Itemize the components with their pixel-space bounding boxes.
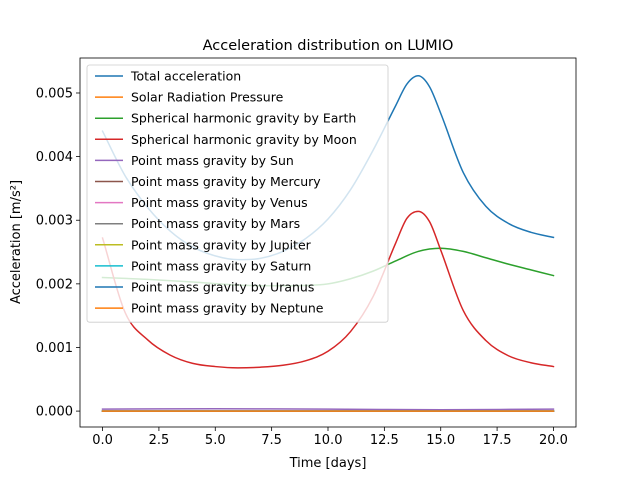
legend-box bbox=[86, 64, 389, 323]
legend-label: Point mass gravity by Neptune bbox=[131, 301, 324, 316]
chart-title: Acceleration distribution on LUMIO bbox=[203, 38, 454, 54]
x-tick-label: 15.0 bbox=[426, 433, 455, 448]
x-tick-label: 2.5 bbox=[149, 433, 170, 448]
x-tick-label: 17.5 bbox=[483, 433, 512, 448]
x-tick-label: 0.0 bbox=[92, 433, 113, 448]
y-axis-label: Acceleration [m/s²] bbox=[9, 180, 24, 304]
x-axis-label: Time [days] bbox=[289, 456, 367, 471]
legend-label: Total acceleration bbox=[130, 69, 241, 84]
x-tick-label: 20.0 bbox=[539, 433, 568, 448]
y-tick-label: 0.000 bbox=[36, 405, 73, 420]
legend-label: Point mass gravity by Sun bbox=[131, 153, 294, 168]
x-tick-label: 12.5 bbox=[370, 433, 399, 448]
x-tick-label: 10.0 bbox=[314, 433, 343, 448]
x-tick-label: 7.5 bbox=[261, 433, 282, 448]
series-line-4 bbox=[101, 408, 555, 411]
legend-label: Solar Radiation Pressure bbox=[131, 90, 284, 105]
y-tick-label: 0.001 bbox=[36, 341, 73, 356]
legend-label: Point mass gravity by Venus bbox=[131, 195, 308, 210]
y-tick-label: 0.005 bbox=[36, 86, 73, 101]
legend-label: Point mass gravity by Saturn bbox=[131, 258, 311, 273]
legend: Total acceleration Solar Radiation Pressu… bbox=[86, 64, 389, 323]
series-line-3 bbox=[101, 210, 555, 369]
x-axis: 0.0 2.5 5.0 7.5 10.0 12.5 15.0 17.5 20.0 bbox=[92, 427, 568, 448]
legend-label: Point mass gravity by Mercury bbox=[131, 174, 321, 189]
y-tick-label: 0.003 bbox=[36, 214, 73, 229]
legend-label: Spherical harmonic gravity by Moon bbox=[131, 132, 357, 147]
y-axis: 0.000 0.001 0.002 0.003 0.004 0.005 bbox=[36, 86, 80, 420]
legend-label: Spherical harmonic gravity by Earth bbox=[131, 111, 356, 126]
legend-label: Point mass gravity by Jupiter bbox=[131, 237, 312, 252]
y-tick-label: 0.004 bbox=[36, 150, 73, 165]
legend-label: Point mass gravity by Uranus bbox=[131, 280, 314, 295]
y-tick-label: 0.002 bbox=[36, 277, 73, 292]
legend-label: Point mass gravity by Mars bbox=[131, 216, 300, 231]
x-tick-label: 5.0 bbox=[205, 433, 226, 448]
